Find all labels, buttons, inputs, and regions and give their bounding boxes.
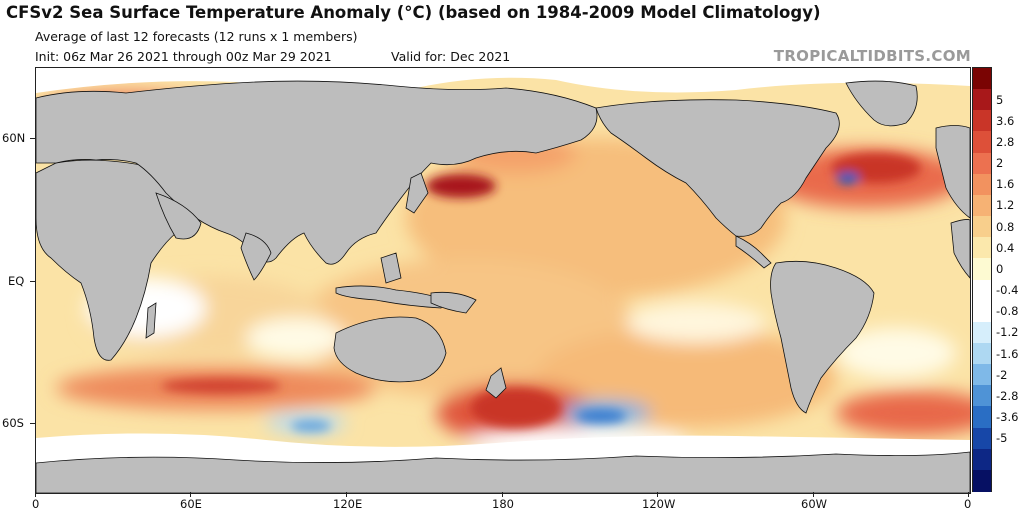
colorbar-label: 0.4 (996, 240, 1015, 255)
lat-label-60n: 60N (2, 131, 26, 145)
colorbar-segment (973, 364, 991, 387)
colorbar-segment (973, 110, 991, 133)
xtick-120e (346, 492, 347, 497)
africa-east-edge (950, 219, 970, 279)
india (240, 232, 272, 281)
colorbar-segment (973, 68, 991, 90)
xtick-0-right (968, 492, 969, 497)
colorbar-segment (973, 300, 991, 323)
colorbar-segment (973, 89, 991, 112)
colorbar-segment (973, 279, 991, 302)
colorbar-label: -0.8 (996, 304, 1019, 319)
colorbar-label: 2 (996, 156, 1004, 171)
colorbar (972, 67, 992, 492)
colorbar-label: 1.6 (996, 177, 1015, 192)
colorbar-label: 0.8 (996, 219, 1015, 234)
south-america (770, 260, 875, 414)
indonesia (335, 285, 447, 309)
ytick-eq (30, 281, 35, 282)
lon-label-120w: 120W (642, 497, 676, 511)
new-guinea (430, 291, 477, 314)
japan (405, 172, 429, 214)
colorbar-segment (973, 194, 991, 217)
colorbar-label: -2 (996, 367, 1008, 382)
colorbar-label: -1.6 (996, 346, 1019, 361)
colorbar-label: 1.2 (996, 198, 1015, 213)
colorbar-segment (973, 406, 991, 429)
colorbar-segment (973, 258, 991, 281)
xtick-60e (190, 492, 191, 497)
central-america (735, 235, 772, 269)
ytick-60n (30, 138, 35, 139)
ytick-60s (30, 423, 35, 424)
colorbar-segment (973, 321, 991, 344)
colorbar-segment (973, 469, 991, 492)
colorbar-segment (973, 173, 991, 196)
colorbar-segment (973, 152, 991, 175)
valid-text: Valid for: Dec 2021 (391, 49, 511, 64)
init-text: Init: 06z Mar 26 2021 through 00z Mar 29… (35, 49, 332, 64)
xtick-180 (502, 492, 503, 497)
map-subtitle: Average of last 12 forecasts (12 runs x … (35, 29, 358, 44)
xtick-120w (657, 492, 658, 497)
sst-anomaly-map (35, 67, 971, 494)
lon-label-120e: 120E (333, 497, 363, 511)
antarctica (36, 451, 970, 493)
colorbar-label: 5 (996, 92, 1004, 107)
colorbar-segment (973, 342, 991, 365)
sea-ice-north (36, 68, 970, 93)
colorbar-segment (973, 385, 991, 408)
landmasses (36, 80, 970, 493)
colorbar-segment (973, 237, 991, 260)
greenland (845, 80, 918, 127)
colorbar-segment (973, 448, 991, 471)
europe-east-edge (935, 125, 970, 219)
colorbar-label: 3.6 (996, 113, 1015, 128)
lon-label-60e: 60E (180, 497, 202, 511)
australia (333, 316, 447, 383)
new-zealand (485, 367, 507, 399)
lat-label-60s: 60S (2, 416, 24, 430)
colorbar-label: -2.8 (996, 388, 1019, 403)
lon-label-180: 180 (492, 497, 514, 511)
colorbar-label: 2.8 (996, 135, 1015, 150)
arabia (155, 192, 202, 240)
lon-label-60w: 60W (801, 497, 828, 511)
colorbar-label: 0 (996, 261, 1004, 276)
map-canvas (36, 68, 970, 493)
lon-label-0: 0 (32, 497, 40, 511)
watermark-text: TROPICALTIDBITS.COM (773, 47, 971, 65)
xtick-60w (813, 492, 814, 497)
madagascar (145, 302, 157, 339)
philippines (380, 252, 402, 284)
colorbar-segment (973, 216, 991, 239)
lon-label-0-right: 0 (964, 497, 972, 511)
map-title: CFSv2 Sea Surface Temperature Anomaly (°… (6, 3, 821, 22)
lat-label-eq: EQ (8, 274, 25, 288)
colorbar-label: -0.4 (996, 283, 1019, 298)
north-america (595, 99, 840, 237)
colorbar-label: -1.2 (996, 325, 1019, 340)
colorbar-segment (973, 131, 991, 154)
colorbar-label: -3.6 (996, 409, 1019, 424)
xtick-0 (35, 492, 36, 497)
colorbar-segment (973, 427, 991, 450)
colorbar-label: -5 (996, 431, 1008, 446)
